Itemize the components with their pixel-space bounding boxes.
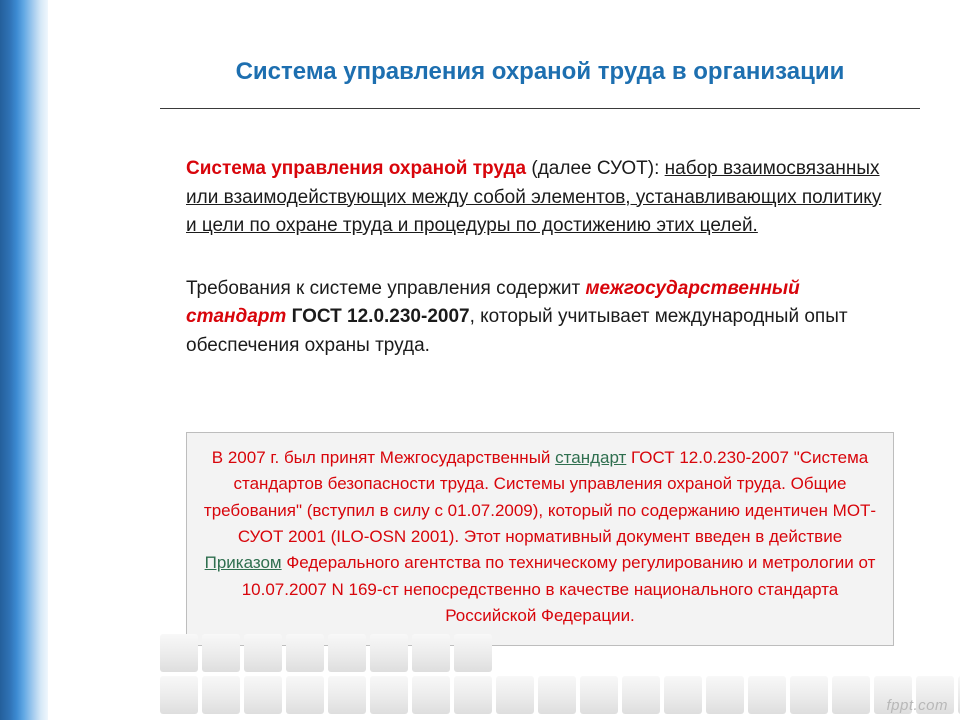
req-pre: Требования к системе управления содержит: [186, 278, 586, 299]
decor-square: [622, 676, 660, 714]
decor-square: [706, 676, 744, 714]
decor-square: [748, 676, 786, 714]
decor-square: [664, 676, 702, 714]
decor-square: [202, 676, 240, 714]
info-text-a: В 2007 г. был принят Межгосударственный: [212, 448, 555, 467]
decor-square: [538, 676, 576, 714]
decor-square: [286, 634, 324, 672]
left-gradient-strip: [0, 0, 48, 720]
decor-square: [412, 676, 450, 714]
decor-square: [454, 676, 492, 714]
decor-square: [328, 634, 366, 672]
decor-square: [412, 634, 450, 672]
decor-square: [832, 676, 870, 714]
body-text: Система управления охраной труда (далее …: [160, 155, 920, 646]
decor-square: [160, 676, 198, 714]
decor-squares-row-2: [160, 676, 960, 714]
requirements-paragraph: Требования к системе управления содержит…: [186, 275, 894, 361]
decor-square: [580, 676, 618, 714]
decor-square: [328, 676, 366, 714]
decor-square: [202, 634, 240, 672]
decor-square: [160, 634, 198, 672]
req-gost-number: ГОСТ 12.0.230-2007: [286, 306, 469, 327]
decor-square: [496, 676, 534, 714]
definition-paragraph: Система управления охраной труда (далее …: [186, 155, 894, 241]
link-order[interactable]: Приказом: [205, 553, 282, 572]
title-underline: [160, 108, 920, 109]
decor-square: [244, 634, 282, 672]
info-text-c: Федерального агентства по техническому р…: [242, 553, 876, 625]
decor-square: [454, 634, 492, 672]
decor-squares-row-1: [160, 634, 960, 672]
term-after: (далее СУОТ):: [526, 158, 665, 179]
info-box: В 2007 г. был принят Межгосударственный …: [186, 432, 894, 646]
decor-square: [286, 676, 324, 714]
footer-brand: fppt.com: [886, 697, 948, 714]
decor-square: [370, 676, 408, 714]
decor-square: [244, 676, 282, 714]
link-standard[interactable]: стандарт: [555, 448, 626, 467]
slide-content: Система управления охраной труда в орган…: [160, 58, 920, 646]
decor-square: [790, 676, 828, 714]
decor-square: [370, 634, 408, 672]
term-suot: Система управления охраной труда: [186, 158, 526, 179]
slide-title: Система управления охраной труда в орган…: [160, 58, 920, 86]
